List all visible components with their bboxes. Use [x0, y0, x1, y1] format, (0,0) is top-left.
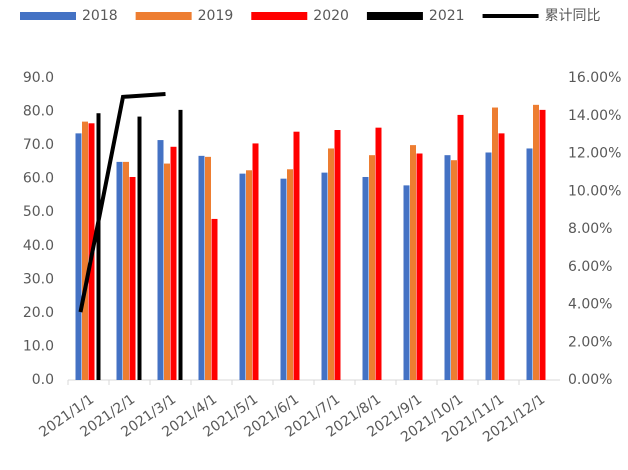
y-tick-label: 20.0 — [23, 305, 54, 321]
bar — [75, 133, 82, 380]
y2-tick-label: 0.00% — [568, 372, 612, 388]
bar — [157, 140, 164, 380]
bar — [416, 153, 423, 380]
y2-tick-label: 8.00% — [568, 221, 612, 237]
bar — [369, 155, 375, 380]
bar — [96, 113, 101, 380]
bar — [287, 169, 293, 380]
legend-label: 2021 — [429, 8, 465, 24]
bar — [485, 152, 492, 380]
y-tick-label: 50.0 — [23, 204, 54, 220]
y2-tick-label: 12.00% — [568, 146, 621, 162]
legend-swatch — [251, 12, 308, 20]
legend-label: 2019 — [198, 8, 234, 24]
bar — [410, 145, 416, 380]
y-tick-label: 40.0 — [23, 238, 54, 254]
bar — [129, 176, 136, 380]
bar — [211, 218, 218, 380]
legend-swatch — [20, 12, 76, 20]
y-tick-label: 90.0 — [23, 70, 54, 86]
bar — [82, 121, 88, 380]
y-tick-label: 0.0 — [32, 372, 54, 388]
bar — [205, 156, 211, 380]
bar — [526, 148, 533, 380]
bar — [116, 161, 123, 380]
bar — [178, 109, 183, 380]
bar — [252, 143, 259, 380]
legend-swatch — [135, 12, 192, 20]
y2-tick-label: 4.00% — [568, 297, 612, 313]
bar — [533, 104, 539, 380]
bar — [375, 127, 382, 380]
y-tick-label: 60.0 — [23, 171, 54, 187]
bar — [451, 160, 457, 380]
bar — [362, 176, 369, 380]
bar — [498, 133, 505, 380]
y-tick-label: 10.0 — [23, 338, 54, 354]
legend-label: 2020 — [313, 8, 349, 24]
legend-label: 累计同比 — [545, 8, 601, 24]
bar — [137, 116, 142, 380]
bar — [280, 178, 287, 380]
bar — [492, 107, 498, 380]
legend-swatch — [366, 12, 423, 20]
y2-tick-label: 14.00% — [568, 108, 621, 124]
bar — [403, 185, 410, 380]
bar — [198, 155, 205, 380]
bar — [164, 163, 170, 380]
legend-label: 2018 — [82, 8, 118, 24]
bar — [293, 131, 300, 380]
bar — [123, 161, 129, 380]
bar — [539, 109, 546, 380]
bar — [328, 148, 334, 380]
y-tick-label: 70.0 — [23, 137, 54, 153]
bar — [239, 173, 246, 380]
y2-tick-label: 2.00% — [568, 334, 612, 350]
y2-tick-label: 10.00% — [568, 183, 621, 199]
y2-tick-label: 6.00% — [568, 259, 612, 275]
bar — [170, 146, 177, 380]
bar — [246, 170, 252, 380]
y-tick-label: 80.0 — [23, 104, 54, 120]
bar — [334, 130, 341, 380]
y-tick-label: 30.0 — [23, 271, 54, 287]
y2-tick-label: 16.00% — [568, 70, 621, 86]
bar — [321, 172, 328, 380]
bar — [457, 114, 464, 381]
line — [78, 92, 166, 313]
bar — [444, 155, 451, 380]
